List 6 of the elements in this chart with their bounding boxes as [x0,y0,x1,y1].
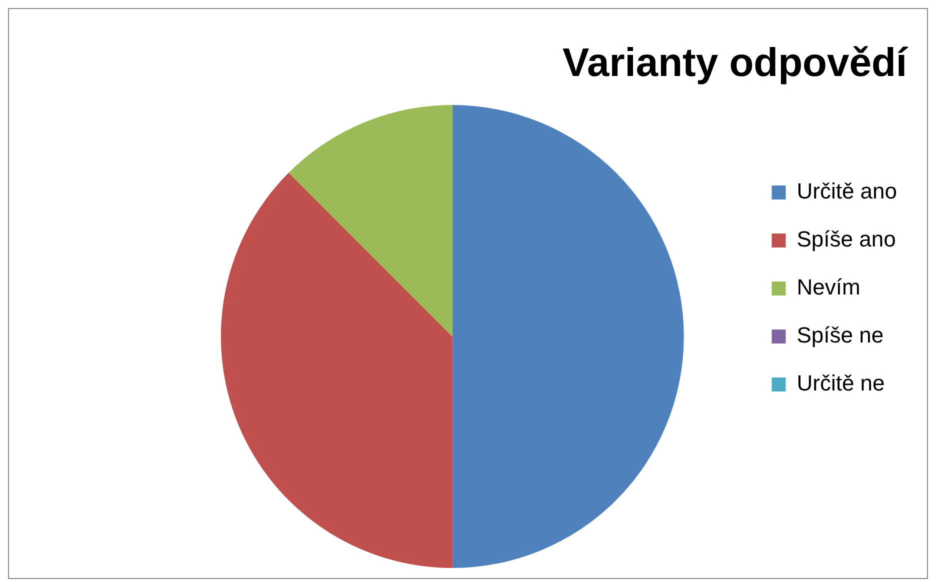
legend-label: Spíše ano [796,226,896,252]
legend-label: Určitě ne [796,370,885,396]
chart-title: Varianty odpovědí [562,41,909,86]
legend-label: Spíše ne [796,322,884,348]
legend-label: Nevím [796,274,860,300]
legend-label: Určitě ano [796,178,898,204]
